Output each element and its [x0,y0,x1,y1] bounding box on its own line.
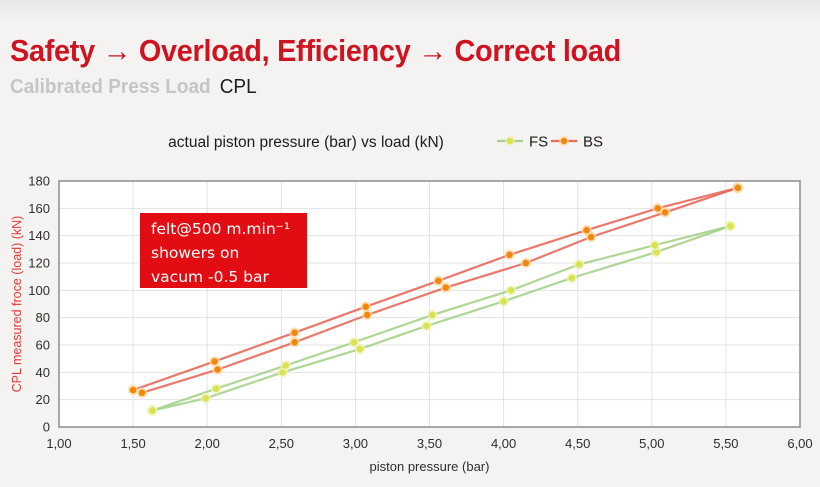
x-tick-label: 6,00 [787,436,812,451]
data-point-bs [587,233,595,241]
data-point-fs [212,385,220,393]
legend-label-bs: BS [583,134,603,151]
legend-marker-bs [560,137,568,145]
data-point-bs [734,184,742,192]
page-title: Safety → Overload, Efficiency → Correct … [10,33,621,68]
subtitle-cpl-text: CPL [219,76,257,98]
y-tick-label: 120 [28,256,50,271]
top-band [0,0,820,24]
annotation-line-1: felt@500 m.min⁻¹ [151,220,291,238]
data-point-bs [583,226,590,234]
data-point-fs [429,311,436,319]
data-point-fs [350,338,358,346]
data-point-bs [211,358,218,365]
data-point-fs [279,369,287,376]
y-tick-label: 100 [28,283,50,298]
y-tick-label: 160 [28,201,50,216]
data-point-fs [651,241,659,249]
data-point-fs [202,395,210,402]
x-tick-label: 5,50 [713,436,738,451]
y-tick-label: 20 [36,392,50,407]
legend-marker-fs [506,137,514,145]
y-axis-title: CPL measured froce (load) (kN) [10,216,24,393]
data-point-bs [138,389,146,397]
x-tick-label: 4,50 [565,436,590,451]
y-tick-label: 0 [43,420,50,435]
data-point-bs [214,366,221,373]
x-tick-label: 4,00 [491,436,516,451]
x-axis-title: piston pressure (bar) [370,459,490,474]
data-point-fs [507,287,515,294]
data-point-bs [362,303,370,311]
data-point-bs [522,259,530,267]
annotation-callout: felt@500 m.min⁻¹ showers on vacum -0.5 b… [140,213,307,288]
data-point-fs [727,222,734,230]
annotation-line-3: vacum -0.5 bar [151,268,269,286]
x-tick-label: 3,00 [343,436,368,451]
data-point-bs [291,338,298,346]
data-point-fs [149,407,156,414]
data-point-bs [506,251,513,259]
data-point-fs [575,261,583,268]
data-point-bs [654,205,662,212]
data-point-fs [356,345,364,353]
x-tick-label: 1,50 [120,436,145,451]
data-point-fs [500,297,507,305]
legend-label-fs: FS [529,134,548,151]
x-tick-label: 2,50 [269,436,294,451]
data-point-bs [435,277,442,285]
y-tick-label: 40 [36,365,50,380]
plot-frame [58,180,801,428]
x-tick-label: 3,50 [417,436,442,451]
subtitle-gray-text: Calibrated Press Load [10,76,211,98]
data-point-bs [291,329,298,337]
data-point-bs [442,284,450,291]
chart-title: actual piston pressure (bar) vs load (kN… [168,134,444,151]
data-point-bs [661,209,669,216]
data-point-fs [423,322,430,330]
y-tick-label: 180 [28,174,50,189]
annotation-line-2: showers on [151,244,240,262]
x-tick-label: 1,00 [46,436,71,451]
data-point-fs [568,274,576,282]
x-tick-label: 5,00 [639,436,664,451]
page-subtitle: Calibrated Press Load CPL [10,76,257,99]
data-point-bs [363,311,371,319]
y-tick-label: 140 [28,228,50,243]
y-tick-label: 80 [36,310,50,325]
data-point-fs [282,362,290,369]
data-point-bs [129,386,137,394]
y-tick-label: 60 [36,338,50,353]
x-tick-label: 2,00 [195,436,220,451]
